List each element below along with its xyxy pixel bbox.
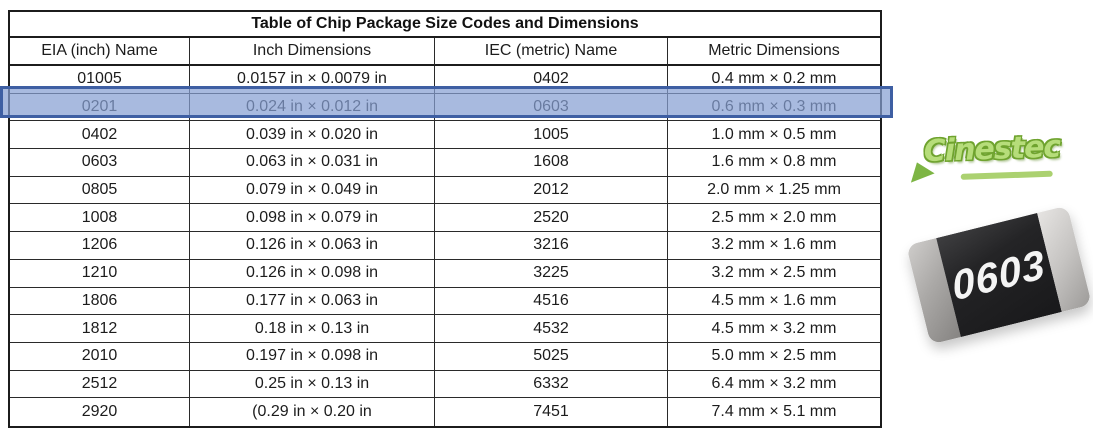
cell-inch: 0.0157 in × 0.0079 in: [190, 66, 435, 94]
table-title: Table of Chip Package Size Codes and Dim…: [10, 12, 880, 38]
chip-package-size-table: Table of Chip Package Size Codes and Dim…: [8, 10, 882, 428]
cell-eia: 2010: [10, 342, 190, 371]
chip-resistor-body: 0603: [906, 205, 1092, 345]
cell-eia: 0201: [10, 93, 190, 122]
cell-inch: 0.126 in × 0.063 in: [190, 232, 435, 260]
cell-iec: 1608: [435, 149, 668, 177]
cell-inch: 0.039 in × 0.020 in: [190, 121, 435, 150]
cell-metric: 2.0 mm × 1.25 mm: [668, 177, 880, 205]
cell-metric: 4.5 mm × 3.2 mm: [668, 315, 880, 343]
cell-eia: 1008: [10, 204, 190, 233]
cell-inch: 0.079 in × 0.049 in: [190, 176, 435, 205]
cell-inch: 0.177 in × 0.063 in: [190, 287, 435, 316]
cell-inch: 0.25 in × 0.13 in: [190, 370, 435, 399]
cell-iec: 7451: [435, 398, 668, 426]
cell-eia: 0402: [10, 121, 190, 150]
cell-inch: 0.098 in × 0.079 in: [190, 204, 435, 233]
cell-iec: 5025: [435, 342, 668, 371]
cell-inch: 0.063 in × 0.031 in: [190, 149, 435, 177]
cell-iec: 2012: [435, 176, 668, 205]
header-inch-dimensions: Inch Dimensions: [190, 38, 435, 66]
cell-eia: 1206: [10, 232, 190, 260]
cell-inch: 0.024 in × 0.012 in: [190, 93, 435, 122]
chip-resistor-photo: 0603: [905, 202, 1093, 350]
cell-metric: 1.6 mm × 0.8 mm: [668, 149, 880, 177]
cell-eia: 2512: [10, 370, 190, 399]
logo-underline-bar: [960, 170, 1053, 180]
cell-iec: 0402: [435, 66, 668, 94]
header-metric-dimensions: Metric Dimensions: [668, 38, 880, 66]
cell-iec: 2520: [435, 204, 668, 233]
cell-iec: 3216: [435, 232, 668, 260]
cell-inch: 0.18 in × 0.13 in: [190, 315, 435, 343]
cell-iec: 6332: [435, 370, 668, 399]
cell-inch: 0.197 in × 0.098 in: [190, 342, 435, 371]
cell-iec: 4532: [435, 315, 668, 343]
cell-metric: 3.2 mm × 1.6 mm: [668, 232, 880, 260]
cell-iec: 1005: [435, 121, 668, 150]
cell-eia: 2920: [10, 398, 190, 426]
chip-size-label: 0603: [949, 240, 1049, 309]
cell-eia: 1812: [10, 315, 190, 343]
cell-eia: 0603: [10, 149, 190, 177]
cell-metric: 2.5 mm × 2.0 mm: [668, 204, 880, 233]
cell-eia: 01005: [10, 66, 190, 94]
cell-inch: (0.29 in × 0.20 in: [190, 398, 435, 426]
cell-metric: 1.0 mm × 0.5 mm: [668, 121, 880, 150]
cell-metric: 7.4 mm × 5.1 mm: [711, 403, 837, 421]
cell-eia: 0805: [10, 176, 190, 205]
cell-eia: 1210: [10, 259, 190, 288]
cell-metric: 4.5 mm × 1.6 mm: [668, 288, 880, 316]
cell-metric: 3.2 mm × 2.5 mm: [668, 260, 880, 288]
header-iec-name: IEC (metric) Name: [435, 38, 668, 66]
cell-metric: 6.4 mm × 3.2 mm: [668, 371, 880, 399]
cell-metric: 0.4 mm × 0.2 mm: [668, 66, 880, 94]
cell-eia: 1806: [10, 287, 190, 316]
cell-iec: 3225: [435, 259, 668, 288]
cell-metric: 5.0 mm × 2.5 mm: [668, 343, 880, 371]
header-eia-name: EIA (inch) Name: [10, 38, 190, 66]
logo-text: Cinestec: [923, 129, 1061, 170]
cinestec-logo: Cinestec: [907, 121, 1064, 188]
cell-metric: 0.6 mm × 0.3 mm: [668, 94, 880, 122]
cell-iec: 0603: [435, 93, 668, 122]
cell-inch: 0.126 in × 0.098 in: [190, 259, 435, 288]
cell-iec: 4516: [435, 287, 668, 316]
